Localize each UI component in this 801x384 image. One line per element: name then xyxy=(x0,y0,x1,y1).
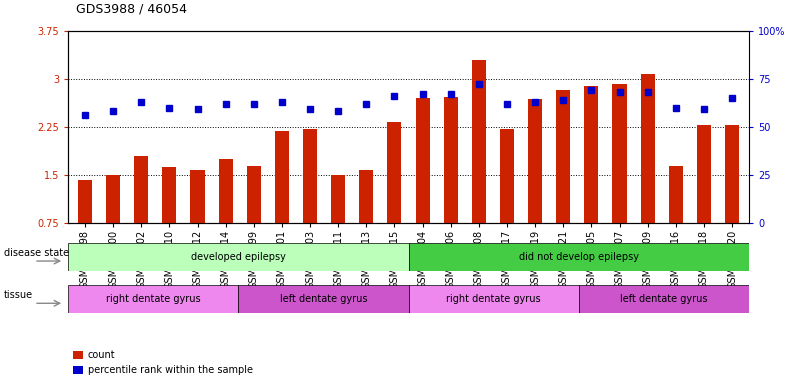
Bar xyxy=(135,156,148,223)
Bar xyxy=(472,60,486,223)
Bar xyxy=(416,98,429,223)
Bar xyxy=(191,170,204,223)
Bar xyxy=(613,84,626,223)
Text: right dentate gyrus: right dentate gyrus xyxy=(446,294,541,304)
Bar xyxy=(697,125,711,223)
Bar xyxy=(556,90,570,223)
Bar xyxy=(68,243,409,271)
Bar xyxy=(500,129,514,223)
Bar xyxy=(78,180,92,223)
Legend: count, percentile rank within the sample: count, percentile rank within the sample xyxy=(73,351,252,375)
Text: did not develop epilepsy: did not develop epilepsy xyxy=(519,252,638,262)
Bar xyxy=(275,131,289,223)
Bar xyxy=(388,122,401,223)
Text: developed epilepsy: developed epilepsy xyxy=(191,252,286,262)
Bar xyxy=(725,125,739,223)
Text: GDS3988 / 46054: GDS3988 / 46054 xyxy=(76,2,187,15)
Bar xyxy=(528,99,542,223)
Bar xyxy=(163,167,176,223)
Bar xyxy=(409,243,749,271)
Bar xyxy=(239,285,409,313)
Bar xyxy=(331,175,345,223)
Bar xyxy=(303,129,317,223)
Bar xyxy=(247,166,261,223)
Text: disease state: disease state xyxy=(4,248,69,258)
Text: right dentate gyrus: right dentate gyrus xyxy=(106,294,200,304)
Bar xyxy=(444,97,457,223)
Bar xyxy=(219,159,232,223)
Bar xyxy=(409,285,578,313)
Bar xyxy=(68,285,239,313)
Bar xyxy=(106,175,120,223)
Text: left dentate gyrus: left dentate gyrus xyxy=(280,294,367,304)
Bar xyxy=(585,86,598,223)
Text: left dentate gyrus: left dentate gyrus xyxy=(620,294,707,304)
Text: tissue: tissue xyxy=(4,290,33,300)
Bar xyxy=(669,166,682,223)
Bar xyxy=(360,170,373,223)
Bar xyxy=(578,285,749,313)
Bar xyxy=(641,74,654,223)
